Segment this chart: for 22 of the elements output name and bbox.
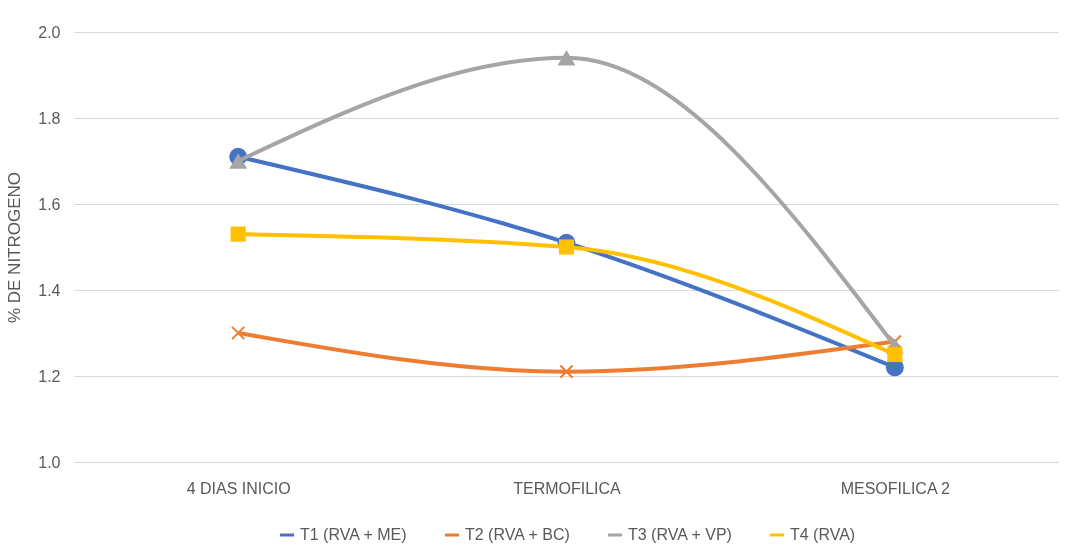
point [559, 364, 574, 379]
point [231, 325, 246, 341]
point [558, 239, 575, 255]
point [887, 346, 903, 363]
point [557, 50, 576, 66]
y-tick-label: 1.8 [38, 109, 61, 127]
legend-label: T3 (RVA + VP) [628, 526, 732, 543]
y-tick-label: 1.4 [38, 281, 61, 299]
y-tick-label: 1.2 [38, 367, 61, 385]
y-tick-label: 2.0 [38, 23, 61, 41]
y-tick-label: 1.0 [38, 453, 61, 471]
x-tick-label: 4 DIAS INICIO [186, 479, 291, 497]
y-axis-title: % DE NITROGENO [5, 171, 25, 324]
x-tick-label: TERMOFILICA [513, 479, 622, 497]
legend-label: T4 (RVA) [790, 526, 856, 543]
point [230, 226, 246, 242]
point [229, 153, 248, 169]
legend-label: T2 (RVA + BC) [465, 526, 570, 543]
y-tick-label: 1.6 [38, 195, 61, 213]
legend-label: T1 (RVA + ME) [300, 526, 407, 543]
x-tick-label: MESOFILICA 2 [840, 479, 951, 497]
point [887, 334, 902, 349]
